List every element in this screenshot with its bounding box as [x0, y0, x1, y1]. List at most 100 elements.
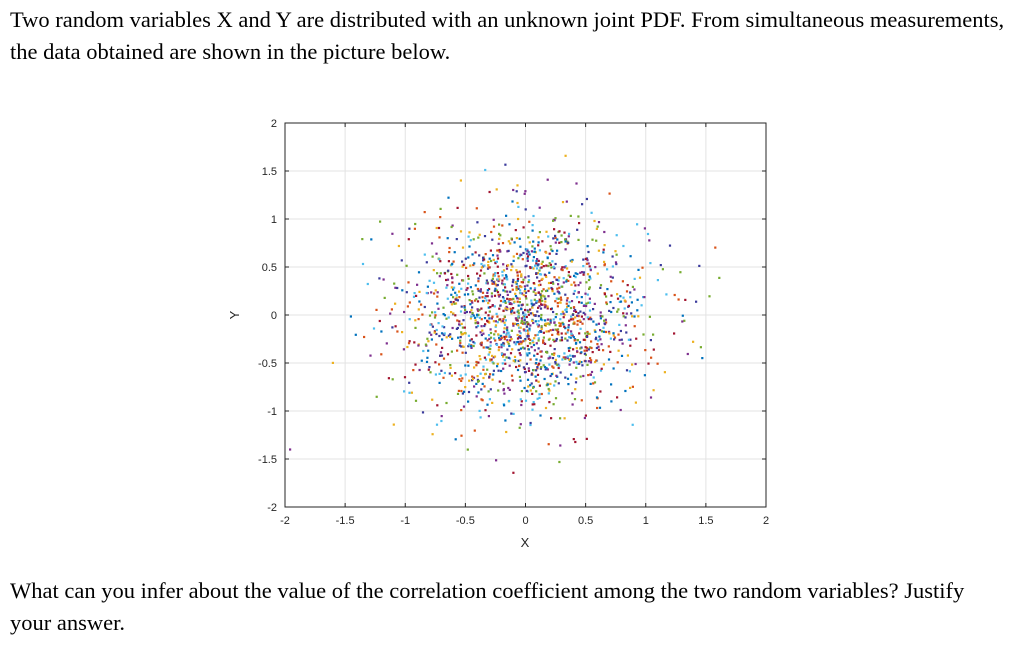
- scatter-point: [533, 337, 536, 340]
- scatter-point: [552, 353, 555, 357]
- scatter-point: [587, 348, 590, 351]
- scatter-point: [497, 279, 500, 283]
- scatter-point: [560, 234, 563, 237]
- scatter-point: [631, 315, 634, 318]
- scatter-point: [501, 296, 505, 299]
- scatter-point: [621, 342, 624, 345]
- scatter-point: [510, 311, 513, 314]
- scatter-point: [515, 288, 518, 292]
- scatter-point: [573, 309, 576, 312]
- scatter-point: [450, 293, 453, 296]
- scatter-point: [500, 369, 503, 373]
- scatter-point: [495, 260, 498, 263]
- scatter-point: [564, 238, 567, 241]
- scatter-point: [502, 283, 505, 286]
- scatter-point: [540, 294, 543, 298]
- scatter-point: [470, 309, 473, 312]
- scatter-point: [629, 296, 632, 299]
- scatter-point: [509, 352, 513, 355]
- scatter-point: [423, 211, 426, 214]
- scatter-point: [456, 319, 459, 322]
- scatter-point: [514, 229, 517, 232]
- scatter-point: [519, 245, 522, 248]
- scatter-point: [541, 240, 544, 243]
- scatter-point: [613, 338, 616, 341]
- scatter-point: [510, 298, 513, 301]
- scatter-point: [456, 392, 460, 395]
- scatter-point: [478, 233, 481, 236]
- scatter-point: [544, 274, 547, 277]
- scatter-point: [477, 391, 480, 394]
- scatter-point: [459, 230, 463, 233]
- scatter-point: [460, 434, 463, 437]
- scatter-point: [449, 335, 452, 338]
- scatter-point: [583, 349, 586, 352]
- scatter-point: [494, 287, 497, 290]
- scatter-point: [443, 371, 446, 375]
- scatter-point: [526, 354, 529, 357]
- scatter-point: [491, 277, 494, 280]
- scatter-point: [577, 215, 580, 218]
- scatter-point: [410, 391, 413, 394]
- scatter-point: [534, 264, 537, 267]
- scatter-point: [571, 403, 574, 406]
- scatter-point: [461, 260, 464, 263]
- scatter-point: [519, 347, 523, 350]
- scatter-point: [479, 290, 482, 293]
- scatter-point: [447, 196, 450, 199]
- scatter-point: [526, 255, 530, 258]
- scatter-point: [569, 318, 572, 321]
- scatter-point: [585, 302, 588, 305]
- scatter-point: [477, 280, 480, 283]
- scatter-point: [519, 326, 522, 329]
- scatter-point: [520, 275, 523, 278]
- scatter-point: [554, 316, 557, 319]
- scatter-point: [537, 263, 540, 266]
- scatter-point: [531, 306, 534, 309]
- scatter-point: [535, 358, 538, 361]
- scatter-point: [512, 412, 515, 415]
- scatter-point: [489, 328, 492, 331]
- scatter-point: [589, 361, 592, 364]
- scatter-point: [473, 385, 476, 388]
- scatter-point: [494, 320, 497, 323]
- scatter-point: [610, 383, 613, 386]
- scatter-point: [489, 388, 492, 391]
- scatter-point: [606, 288, 609, 291]
- scatter-point: [520, 390, 523, 393]
- scatter-point: [665, 293, 668, 296]
- scatter-point: [567, 304, 570, 307]
- scatter-point: [637, 315, 640, 318]
- scatter-point: [590, 211, 593, 214]
- scatter-point: [610, 310, 613, 314]
- scatter-point: [559, 322, 562, 325]
- scatter-point: [520, 403, 523, 407]
- scatter-point: [540, 392, 543, 396]
- scatter-point: [519, 336, 522, 339]
- scatter-point: [423, 305, 426, 309]
- scatter-point: [527, 334, 530, 338]
- scatter-point: [465, 288, 468, 291]
- scatter-point: [574, 310, 578, 313]
- scatter-point: [557, 382, 560, 385]
- scatter-point: [613, 336, 617, 339]
- scatter-point: [492, 280, 495, 283]
- scatter-point: [526, 335, 529, 338]
- scatter-point: [584, 414, 587, 417]
- scatter-point: [652, 348, 655, 351]
- scatter-point: [513, 241, 516, 244]
- scatter-point: [423, 253, 426, 256]
- scatter-point: [506, 250, 509, 253]
- scatter-point: [608, 332, 611, 335]
- scatter-point: [529, 266, 532, 270]
- scatter-point: [499, 250, 502, 253]
- scatter-point: [523, 290, 526, 293]
- scatter-point: [509, 290, 512, 293]
- scatter-point: [519, 340, 522, 343]
- scatter-point: [608, 309, 611, 312]
- scatter-point: [571, 334, 574, 337]
- scatter-point: [502, 367, 505, 370]
- scatter-point: [502, 341, 505, 345]
- scatter-point: [491, 304, 494, 307]
- scatter-point: [599, 390, 602, 393]
